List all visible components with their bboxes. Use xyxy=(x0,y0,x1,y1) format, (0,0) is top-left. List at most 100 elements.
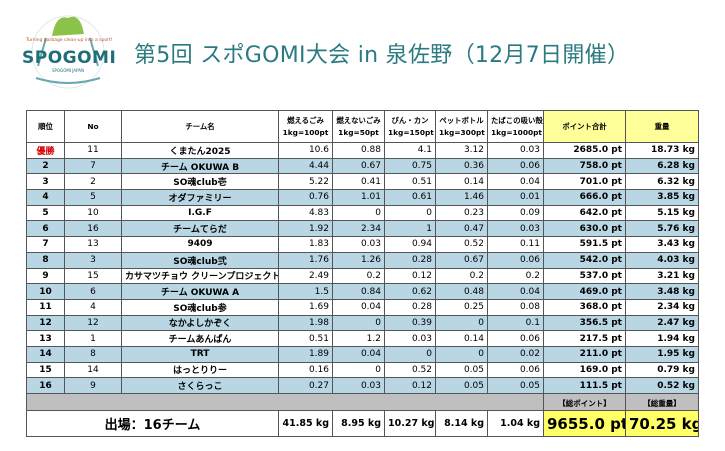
table-row: 16 9 さくらっこ 0.27 0.03 0.12 0.05 0.05 111.5 pt 0.52… xyxy=(26,377,699,394)
cell-rank: 11 xyxy=(26,298,65,316)
cell-nonburnable: 0 xyxy=(332,204,385,222)
cell-cigarette: 0.04 xyxy=(487,173,544,191)
cell-no: 3 xyxy=(64,251,122,269)
cell-bottles-cans: 1 xyxy=(384,220,436,238)
cell-weight: 3.21 kg xyxy=(625,267,699,285)
cell-burnable: 0.76 xyxy=(278,189,333,206)
table-row: 7 13 9409 1.83 0.03 0.94 0.52 0.11 591.5 pt 3.43 … xyxy=(26,236,699,253)
cell-pet: 0.47 xyxy=(435,220,488,238)
logo-emblem-icon xyxy=(31,15,105,89)
cell-burnable: 1.98 xyxy=(278,314,333,332)
cell-no: 11 xyxy=(64,142,122,159)
cell-nonburnable: 2.34 xyxy=(332,220,385,238)
table-row: 6 16 チームてらだ 1.92 2.34 1 0.47 0.03 630.0 pt 5.76 k… xyxy=(26,220,699,238)
cell-pet: 0 xyxy=(435,314,488,332)
cell-points: 701.0 pt xyxy=(543,173,626,191)
cell-pet: 0.25 xyxy=(435,298,488,316)
cell-bottles-cans: 0.52 xyxy=(384,361,436,379)
cell-burnable: 2.49 xyxy=(278,267,333,285)
cell-weight: 2.34 kg xyxy=(625,298,699,316)
table-row: 10 6 チーム OKUWA A 1.5 0.84 0.62 0.48 0.04 469.0 p… xyxy=(26,283,699,300)
cell-pet: 0.67 xyxy=(435,251,488,269)
col-nonburnable: 燃えないごみ 1kg=50pt xyxy=(332,110,385,143)
cell-rank: 16 xyxy=(26,377,65,394)
cell-nonburnable: 0.2 xyxy=(332,267,385,285)
cell-team: チームてらだ xyxy=(121,220,279,238)
cell-points: 469.0 pt xyxy=(543,283,626,300)
cell-no: 10 xyxy=(64,204,122,222)
cell-bottles-cans: 0.75 xyxy=(384,157,436,175)
table-row: 13 1 チームあんぱん 0.51 1.2 0.03 0.14 0.06 217.5 pt 1.9… xyxy=(26,330,699,347)
cell-team: I.G.F xyxy=(121,204,279,222)
cell-points: 666.0 pt xyxy=(543,189,626,206)
cell-bottles-cans: 0.94 xyxy=(384,236,436,253)
cell-cigarette: 0.02 xyxy=(487,345,544,363)
cell-points: 758.0 pt xyxy=(543,157,626,175)
cell-rank: 5 xyxy=(26,204,65,222)
cell-nonburnable: 0 xyxy=(332,314,385,332)
pet-total: 8.14 kg xyxy=(435,410,488,437)
cell-bottles-cans: 4.1 xyxy=(384,142,436,159)
cell-burnable: 1.89 xyxy=(278,345,333,363)
cell-points: 542.0 pt xyxy=(543,251,626,269)
cell-burnable: 4.44 xyxy=(278,157,333,175)
cell-team: SO魂club壱 xyxy=(121,173,279,191)
cell-weight: 3.43 kg xyxy=(625,236,699,253)
entries-count: 出場：16チーム xyxy=(26,410,279,437)
table-row: 15 14 はっとりりー 0.16 0 0.52 0.05 0.06 169.0 pt 0.79 … xyxy=(26,361,699,379)
page-title: 第5回 スポGOMI大会 in 泉佐野（12月7日開催） xyxy=(134,43,630,68)
cell-weight: 6.32 kg xyxy=(625,173,699,191)
cell-weight: 3.48 kg xyxy=(625,283,699,300)
cell-rank: 13 xyxy=(26,330,65,347)
cell-no: 9 xyxy=(64,377,122,394)
cell-nonburnable: 1.26 xyxy=(332,251,385,269)
cell-bottles-cans: 0.12 xyxy=(384,377,436,394)
cell-nonburnable: 0.04 xyxy=(332,298,385,316)
cell-bottles-cans: 0.03 xyxy=(384,330,436,347)
cigarette-total: 1.04 kg xyxy=(487,410,544,437)
cell-weight: 3.85 kg xyxy=(625,189,699,206)
cell-points: 537.0 pt xyxy=(543,267,626,285)
logo-tagline: Turning garbage clean-up into a sport! xyxy=(26,38,113,43)
cell-no: 7 xyxy=(64,157,122,175)
cell-burnable: 0.51 xyxy=(278,330,333,347)
cell-nonburnable: 0.67 xyxy=(332,157,385,175)
cell-no: 1 xyxy=(64,330,122,347)
cell-burnable: 1.5 xyxy=(278,283,333,300)
cell-pet: 0.2 xyxy=(435,267,488,285)
cell-points: 2685.0 pt xyxy=(543,142,626,159)
cell-cigarette: 0.03 xyxy=(487,142,544,159)
cell-cigarette: 0.04 xyxy=(487,283,544,300)
cell-nonburnable: 0.04 xyxy=(332,345,385,363)
table-row: 優勝 11 くまたん2025 10.6 0.88 4.1 3.12 0.03 2685.0 pt… xyxy=(26,142,699,159)
grand-weight-total: 70.25 kg xyxy=(625,410,699,437)
cell-pet: 0.14 xyxy=(435,173,488,191)
cell-nonburnable: 0.41 xyxy=(332,173,385,191)
cell-rank: 8 xyxy=(26,251,65,269)
cell-pet: 0.05 xyxy=(435,361,488,379)
cell-nonburnable: 1.01 xyxy=(332,189,385,206)
cell-weight: 0.52 kg xyxy=(625,377,699,394)
cell-no: 16 xyxy=(64,220,122,238)
cell-burnable: 1.92 xyxy=(278,220,333,238)
table-row: 11 4 SO魂club参 1.69 0.04 0.28 0.25 0.08 368.0 pt 2… xyxy=(26,298,699,316)
cell-team: チーム OKUWA A xyxy=(121,283,279,300)
results-table: 順位 No チーム名 燃えるごみ 1kg=100pt 燃えないごみ 1kg=50pt… xyxy=(26,110,699,437)
cell-cigarette: 0.1 xyxy=(487,314,544,332)
cell-weight: 1.94 kg xyxy=(625,330,699,347)
col-burnable: 燃えるごみ 1kg=100pt xyxy=(278,110,333,143)
cell-burnable: 1.69 xyxy=(278,298,333,316)
total-points-label: 【総ポイント】 xyxy=(543,393,626,411)
cell-nonburnable: 0.03 xyxy=(332,377,385,394)
table-header-row: 順位 No チーム名 燃えるごみ 1kg=100pt 燃えないごみ 1kg=50pt… xyxy=(26,110,699,143)
cell-cigarette: 0.05 xyxy=(487,377,544,394)
cell-pet: 0.36 xyxy=(435,157,488,175)
table-row: 8 3 SO魂club弐 1.76 1.26 0.28 0.67 0.06 542.0 pt 4.… xyxy=(26,251,699,269)
cell-team: くまたん2025 xyxy=(121,142,279,159)
table-row: 14 8 TRT 1.89 0.04 0 0 0.02 211.0 pt 1.95 kg xyxy=(26,345,699,363)
cell-burnable: 1.83 xyxy=(278,236,333,253)
cell-burnable: 5.22 xyxy=(278,173,333,191)
cell-cigarette: 0.09 xyxy=(487,204,544,222)
cell-pet: 0.05 xyxy=(435,377,488,394)
cell-pet: 0.14 xyxy=(435,330,488,347)
